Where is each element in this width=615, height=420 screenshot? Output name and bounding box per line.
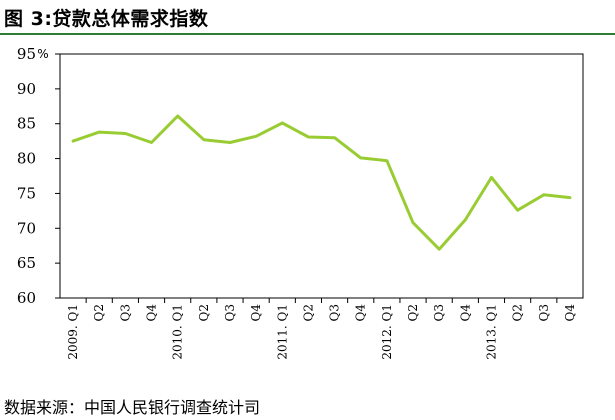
x-tick-label: Q4: [563, 304, 577, 322]
data-point: [281, 121, 284, 125]
x-tick-label: Q3: [223, 304, 237, 321]
data-point: [307, 135, 310, 139]
plot-frame: [59, 53, 584, 299]
x-tick-label: 2010. Q1: [171, 304, 185, 360]
x-tick-label: Q4: [458, 304, 472, 322]
x-axis-ticks: 2009. Q1 Q2 Q3 Q4 2010. Q1 Q2 Q3 Q4 2011. Q1 Q2 Q3…: [66, 298, 577, 360]
x-tick-label: 2013. Q1: [484, 304, 498, 360]
x-tick-label: 2009. Q1: [66, 304, 80, 360]
data-point: [411, 221, 415, 224]
data-point: [71, 139, 75, 143]
chart-title: 图 3:贷款总体需求指数: [4, 8, 209, 30]
data-point: [464, 218, 467, 222]
series-line: [71, 114, 572, 251]
x-tick-label: Q2: [406, 304, 420, 321]
x-tick-label: Q2: [301, 304, 315, 321]
data-point: [98, 130, 101, 134]
x-tick-label: Q4: [145, 304, 159, 322]
x-tick-label: Q3: [118, 304, 132, 321]
x-tick-label: Q2: [197, 304, 211, 321]
x-tick-label: Q2: [511, 304, 525, 321]
x-tick-label: Q4: [354, 304, 368, 322]
y-tick-label: 95: [17, 45, 36, 63]
data-point: [542, 193, 545, 197]
x-tick-label: Q2: [92, 304, 106, 321]
y-tick-label: 85: [17, 115, 36, 133]
data-point: [333, 136, 336, 139]
data-point: [202, 138, 206, 141]
data-point: [254, 135, 258, 138]
data-point: [568, 196, 572, 199]
data-point: [490, 176, 493, 179]
y-axis-ticks: 60 65 70 75 80 85 90 95%: [17, 45, 60, 307]
y-tick-label: 75: [17, 184, 36, 202]
y-unit-label: %: [37, 47, 48, 61]
chart-axes: [59, 53, 584, 299]
y-tick-label: 80: [17, 150, 36, 168]
y-tick-label: 60: [17, 289, 36, 307]
x-tick-label: Q3: [432, 304, 446, 321]
data-point: [150, 141, 153, 144]
x-tick-label: 2011. Q1: [275, 304, 289, 360]
data-point: [124, 132, 127, 135]
x-tick-label: Q4: [249, 304, 263, 322]
data-point: [437, 248, 441, 251]
data-point: [516, 208, 519, 212]
data-point: [176, 114, 179, 118]
x-tick-label: Q3: [537, 304, 551, 321]
series-layer: [71, 114, 572, 251]
y-tick-label: 70: [17, 219, 36, 237]
y-tick-label: 90: [17, 80, 36, 98]
data-source-note: 数据来源：中国人民银行调查统计司: [4, 398, 261, 417]
data-point: [385, 159, 389, 162]
data-point: [228, 141, 232, 144]
data-point: [359, 156, 362, 160]
y-tick-label: 65: [17, 254, 36, 272]
x-tick-label: Q3: [328, 304, 342, 321]
header-rule: [0, 33, 615, 35]
line-chart: 60 65 70 75 80 85 90 95% 2009. Q1 Q2 Q3 Q4 2010. Q1…: [17, 45, 584, 360]
x-tick-label: 2012. Q1: [380, 304, 394, 360]
